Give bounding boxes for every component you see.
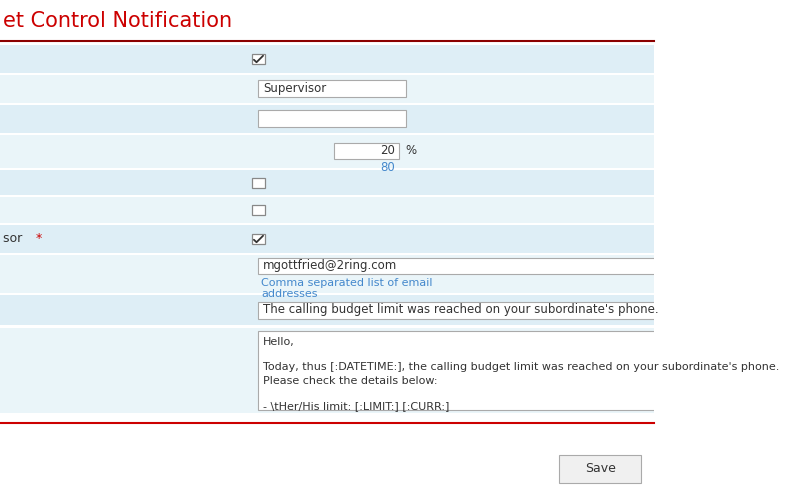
- FancyBboxPatch shape: [258, 258, 658, 274]
- Text: Please check the details below:: Please check the details below:: [263, 376, 438, 386]
- Text: 80: 80: [380, 161, 394, 174]
- FancyBboxPatch shape: [0, 105, 654, 132]
- Text: 20: 20: [380, 144, 394, 157]
- FancyBboxPatch shape: [252, 234, 265, 244]
- Text: sor: sor: [3, 232, 26, 245]
- FancyBboxPatch shape: [0, 75, 654, 102]
- FancyBboxPatch shape: [0, 328, 654, 412]
- FancyBboxPatch shape: [0, 198, 654, 222]
- FancyBboxPatch shape: [0, 295, 654, 325]
- FancyBboxPatch shape: [252, 54, 265, 64]
- Text: *: *: [36, 232, 42, 245]
- FancyBboxPatch shape: [0, 170, 654, 195]
- FancyBboxPatch shape: [559, 455, 642, 482]
- Text: Hello,: Hello,: [263, 336, 295, 346]
- FancyBboxPatch shape: [0, 255, 654, 292]
- Text: Supervisor: Supervisor: [263, 82, 326, 95]
- Text: addresses: addresses: [261, 289, 318, 299]
- FancyBboxPatch shape: [258, 80, 406, 97]
- Text: Today, thus [:DATETIME:], the calling budget limit was reached on your subordina: Today, thus [:DATETIME:], the calling bu…: [263, 362, 779, 372]
- FancyBboxPatch shape: [252, 178, 265, 188]
- FancyBboxPatch shape: [252, 205, 265, 215]
- Text: %: %: [406, 144, 417, 157]
- FancyBboxPatch shape: [258, 110, 406, 128]
- FancyBboxPatch shape: [258, 302, 658, 318]
- FancyBboxPatch shape: [0, 45, 654, 72]
- Text: Comma separated list of email: Comma separated list of email: [261, 278, 433, 288]
- Text: The calling budget limit was reached on your subordinate's phone.: The calling budget limit was reached on …: [263, 304, 658, 316]
- FancyBboxPatch shape: [0, 135, 654, 168]
- Text: Save: Save: [585, 462, 616, 475]
- FancyBboxPatch shape: [334, 142, 399, 158]
- Text: - \tHer/His limit: [:LIMIT:] [:CURR:]: - \tHer/His limit: [:LIMIT:] [:CURR:]: [263, 402, 450, 411]
- FancyBboxPatch shape: [258, 330, 658, 409]
- Text: et Control Notification: et Control Notification: [3, 11, 232, 31]
- Text: mgottfried@2ring.com: mgottfried@2ring.com: [263, 260, 398, 272]
- FancyBboxPatch shape: [0, 225, 654, 252]
